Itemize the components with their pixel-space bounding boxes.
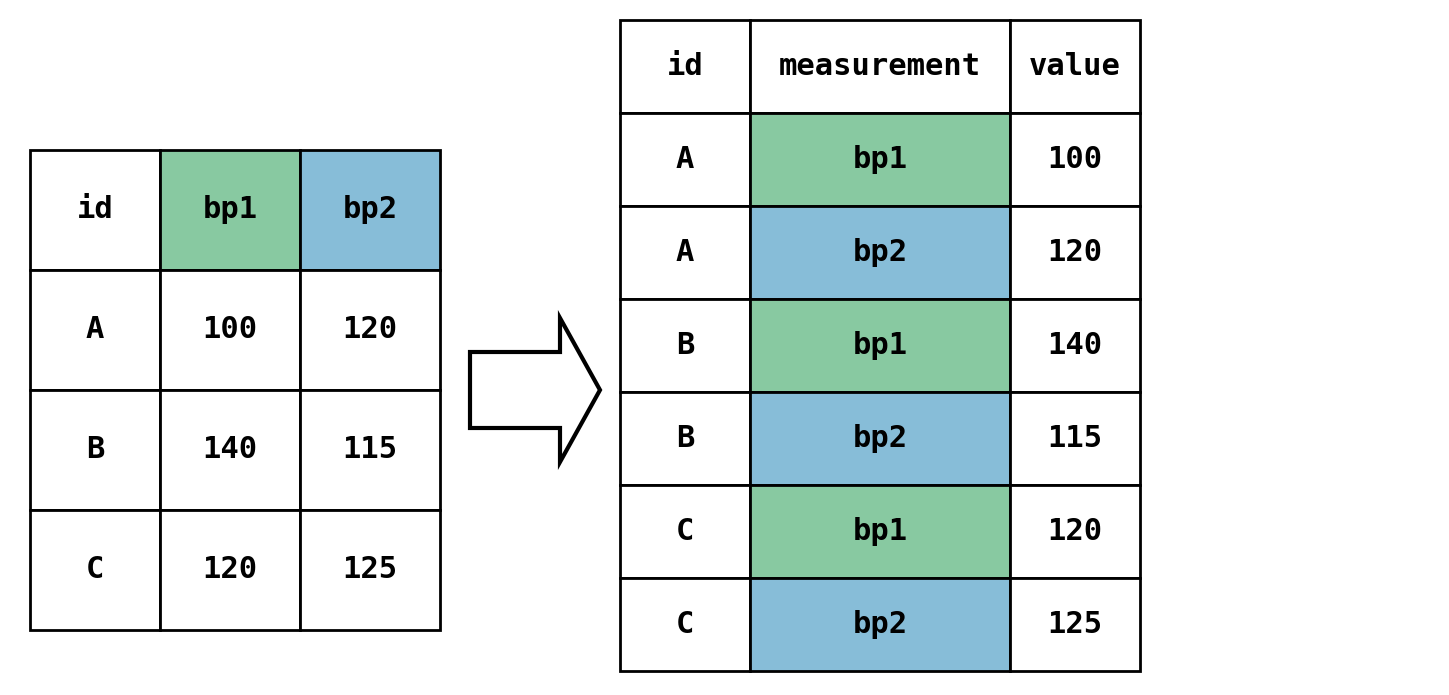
Text: 125: 125 bbox=[342, 555, 397, 584]
Bar bbox=[300, 510, 440, 630]
Bar bbox=[751, 392, 1010, 485]
Text: B: B bbox=[675, 331, 694, 360]
Bar bbox=[620, 113, 751, 206]
Text: A: A bbox=[675, 238, 694, 267]
Bar bbox=[751, 20, 1010, 113]
Bar bbox=[620, 392, 751, 485]
Text: C: C bbox=[675, 610, 694, 639]
Text: bp1: bp1 bbox=[852, 331, 907, 360]
Bar bbox=[159, 270, 300, 390]
Text: C: C bbox=[85, 555, 104, 584]
Text: C: C bbox=[675, 517, 694, 546]
Bar bbox=[1010, 485, 1140, 578]
Bar bbox=[751, 578, 1010, 671]
Text: 140: 140 bbox=[203, 436, 258, 464]
Text: bp2: bp2 bbox=[852, 238, 907, 267]
Bar bbox=[30, 150, 159, 270]
Text: id: id bbox=[77, 195, 113, 224]
Bar bbox=[1010, 113, 1140, 206]
Bar bbox=[751, 485, 1010, 578]
Text: measurement: measurement bbox=[780, 52, 981, 81]
Bar bbox=[159, 150, 300, 270]
Bar bbox=[1010, 578, 1140, 671]
Text: value: value bbox=[1029, 52, 1122, 81]
Polygon shape bbox=[469, 318, 600, 462]
Bar bbox=[1010, 20, 1140, 113]
Bar bbox=[620, 20, 751, 113]
Bar bbox=[620, 206, 751, 299]
Text: 120: 120 bbox=[342, 316, 397, 345]
Text: A: A bbox=[675, 145, 694, 174]
Text: 125: 125 bbox=[1048, 610, 1103, 639]
Text: bp2: bp2 bbox=[852, 610, 907, 639]
Text: A: A bbox=[85, 316, 104, 345]
Bar bbox=[159, 390, 300, 510]
Bar bbox=[751, 113, 1010, 206]
Bar bbox=[300, 390, 440, 510]
Text: 115: 115 bbox=[1048, 424, 1103, 453]
Bar bbox=[1010, 299, 1140, 392]
Bar bbox=[159, 510, 300, 630]
Text: B: B bbox=[675, 424, 694, 453]
Text: 115: 115 bbox=[342, 436, 397, 464]
Bar bbox=[1010, 206, 1140, 299]
Text: 140: 140 bbox=[1048, 331, 1103, 360]
Text: bp1: bp1 bbox=[203, 195, 258, 224]
Bar bbox=[300, 150, 440, 270]
Text: B: B bbox=[85, 436, 104, 464]
Bar bbox=[300, 270, 440, 390]
Bar bbox=[751, 299, 1010, 392]
Bar bbox=[620, 299, 751, 392]
Bar bbox=[1010, 392, 1140, 485]
Bar bbox=[620, 578, 751, 671]
Text: 120: 120 bbox=[1048, 238, 1103, 267]
Bar bbox=[30, 270, 159, 390]
Text: bp1: bp1 bbox=[852, 145, 907, 174]
Text: id: id bbox=[667, 52, 703, 81]
Text: 100: 100 bbox=[1048, 145, 1103, 174]
Bar bbox=[30, 390, 159, 510]
Text: 120: 120 bbox=[203, 555, 258, 584]
Bar bbox=[30, 510, 159, 630]
Bar bbox=[620, 485, 751, 578]
Text: 120: 120 bbox=[1048, 517, 1103, 546]
Text: 100: 100 bbox=[203, 316, 258, 345]
Text: bp2: bp2 bbox=[342, 195, 397, 224]
Text: bp2: bp2 bbox=[852, 424, 907, 453]
Bar bbox=[751, 206, 1010, 299]
Text: bp1: bp1 bbox=[852, 517, 907, 546]
